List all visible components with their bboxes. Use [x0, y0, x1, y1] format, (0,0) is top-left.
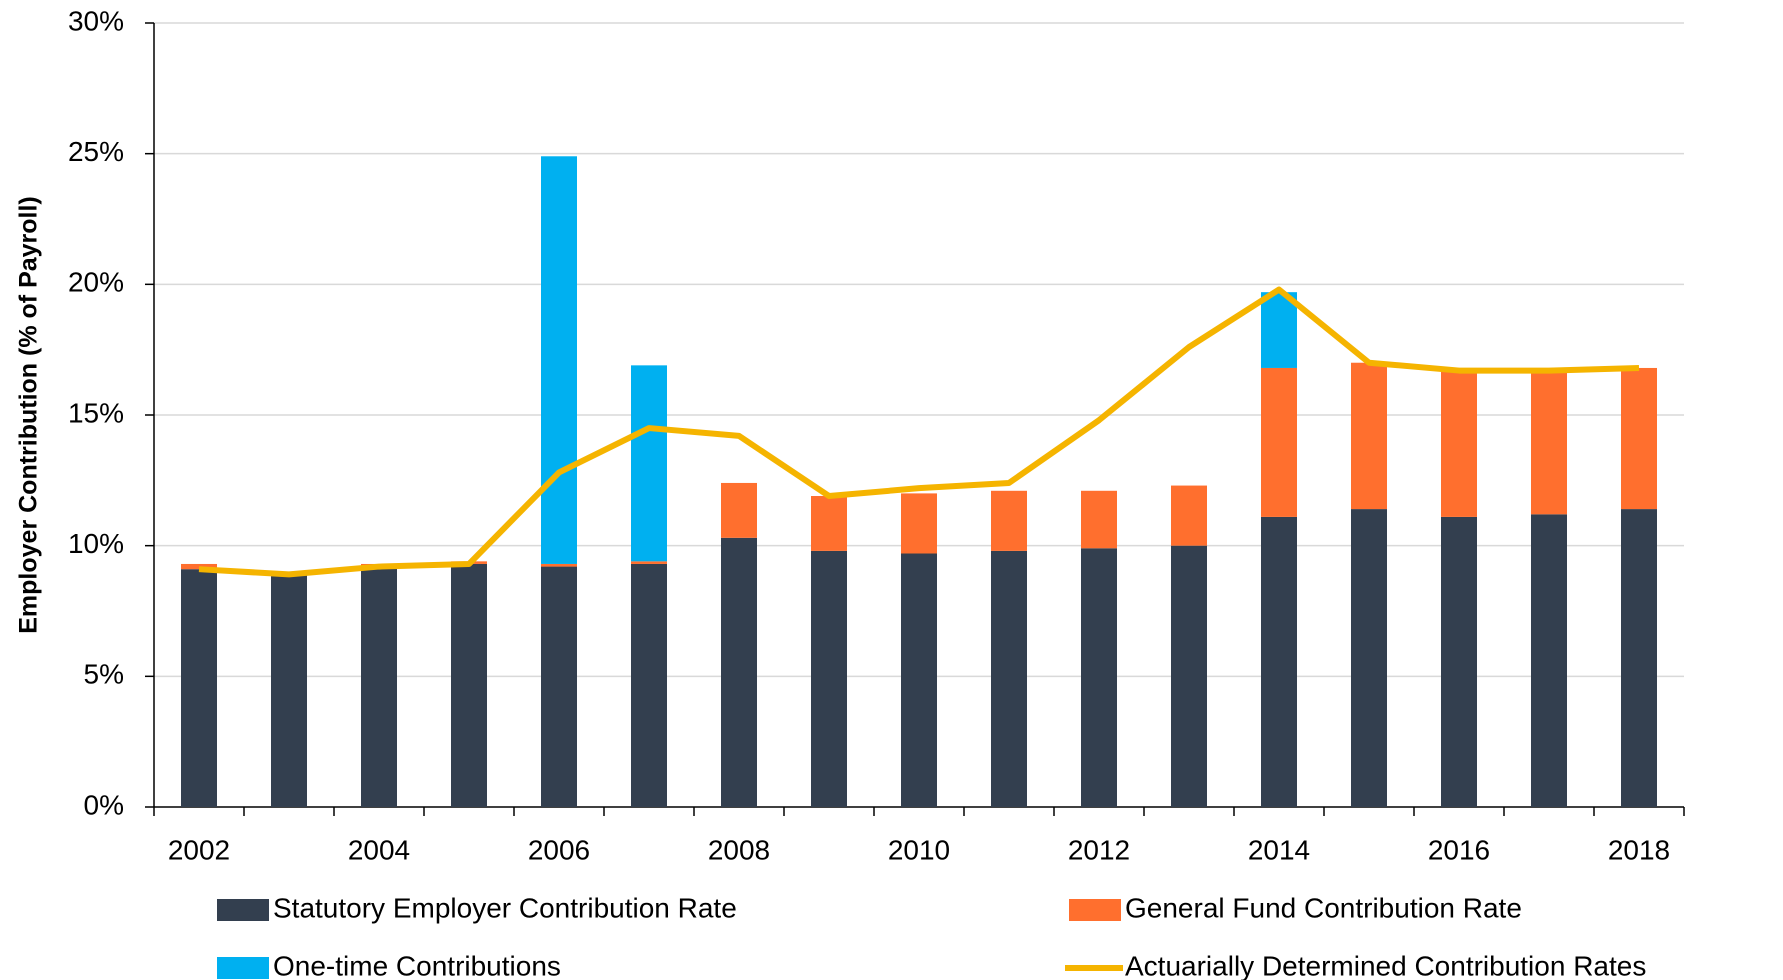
bar-segment [451, 563, 487, 807]
bar-segment [631, 561, 667, 564]
bar-segment [631, 365, 667, 562]
x-tick-label: 2014 [1248, 834, 1310, 865]
bar-segment [1351, 509, 1387, 807]
bar-segment [1621, 509, 1657, 807]
bar-segment [1531, 367, 1567, 515]
line [198, 286, 1640, 578]
legend-swatch [1069, 899, 1121, 921]
x-tick-label: 2010 [888, 834, 950, 865]
bar-segment [1171, 545, 1207, 807]
x-tick-label: 2002 [168, 834, 230, 865]
bar-segment [721, 537, 757, 807]
x-tick-label: 2016 [1428, 834, 1490, 865]
bar-segment [901, 553, 937, 807]
bar-segment [541, 566, 577, 807]
bar-segment [811, 496, 847, 551]
legend-label: One-time Contributions [273, 950, 561, 980]
y-axis-title: Employer Contribution (% of Payroll) [15, 196, 43, 634]
y-tick-label: 30% [68, 5, 124, 36]
bar-segment [271, 574, 307, 807]
bar-segment [1531, 514, 1567, 807]
bar-segment [991, 550, 1027, 807]
bar-segment [541, 563, 577, 567]
bar-segment [811, 550, 847, 807]
bar-segment [1261, 292, 1297, 368]
legend-swatch [217, 899, 269, 921]
y-tick-label: 25% [68, 136, 124, 167]
x-tick-label: 2008 [708, 834, 770, 865]
bar-segment [631, 563, 667, 807]
bar-segment [1081, 490, 1117, 549]
bar-segment [1441, 516, 1477, 807]
legend-label: Statutory Employer Contribution Rate [273, 892, 737, 923]
legend-label: Actuarially Determined Contribution Rate… [1125, 950, 1646, 980]
y-tick-label: 0% [84, 789, 124, 820]
x-tick-label: 2006 [528, 834, 590, 865]
y-tick-label: 10% [68, 528, 124, 559]
bar-segment [1261, 516, 1297, 807]
bar-segment [541, 156, 577, 564]
y-tick-label: 5% [84, 659, 124, 690]
y-tick-label: 15% [68, 397, 124, 428]
bar-segment [1441, 367, 1477, 517]
y-tick-label: 20% [68, 267, 124, 298]
x-tick-label: 2012 [1068, 834, 1130, 865]
bar-segment [1261, 367, 1297, 517]
bar-segment [1621, 367, 1657, 510]
bar-segment [901, 493, 937, 554]
x-tick-label: 2004 [348, 834, 410, 865]
bar-segment [1081, 548, 1117, 807]
bar-segment [1171, 485, 1207, 546]
bar-segment [721, 482, 757, 538]
bar-segment [181, 563, 217, 570]
bar-segment [991, 490, 1027, 551]
x-tick-label: 2018 [1608, 834, 1670, 865]
legend-swatch [217, 957, 269, 979]
bar-segment [361, 566, 397, 807]
legend-label: General Fund Contribution Rate [1125, 892, 1522, 923]
bar-segment [181, 569, 217, 807]
bar-segment [1351, 362, 1387, 510]
